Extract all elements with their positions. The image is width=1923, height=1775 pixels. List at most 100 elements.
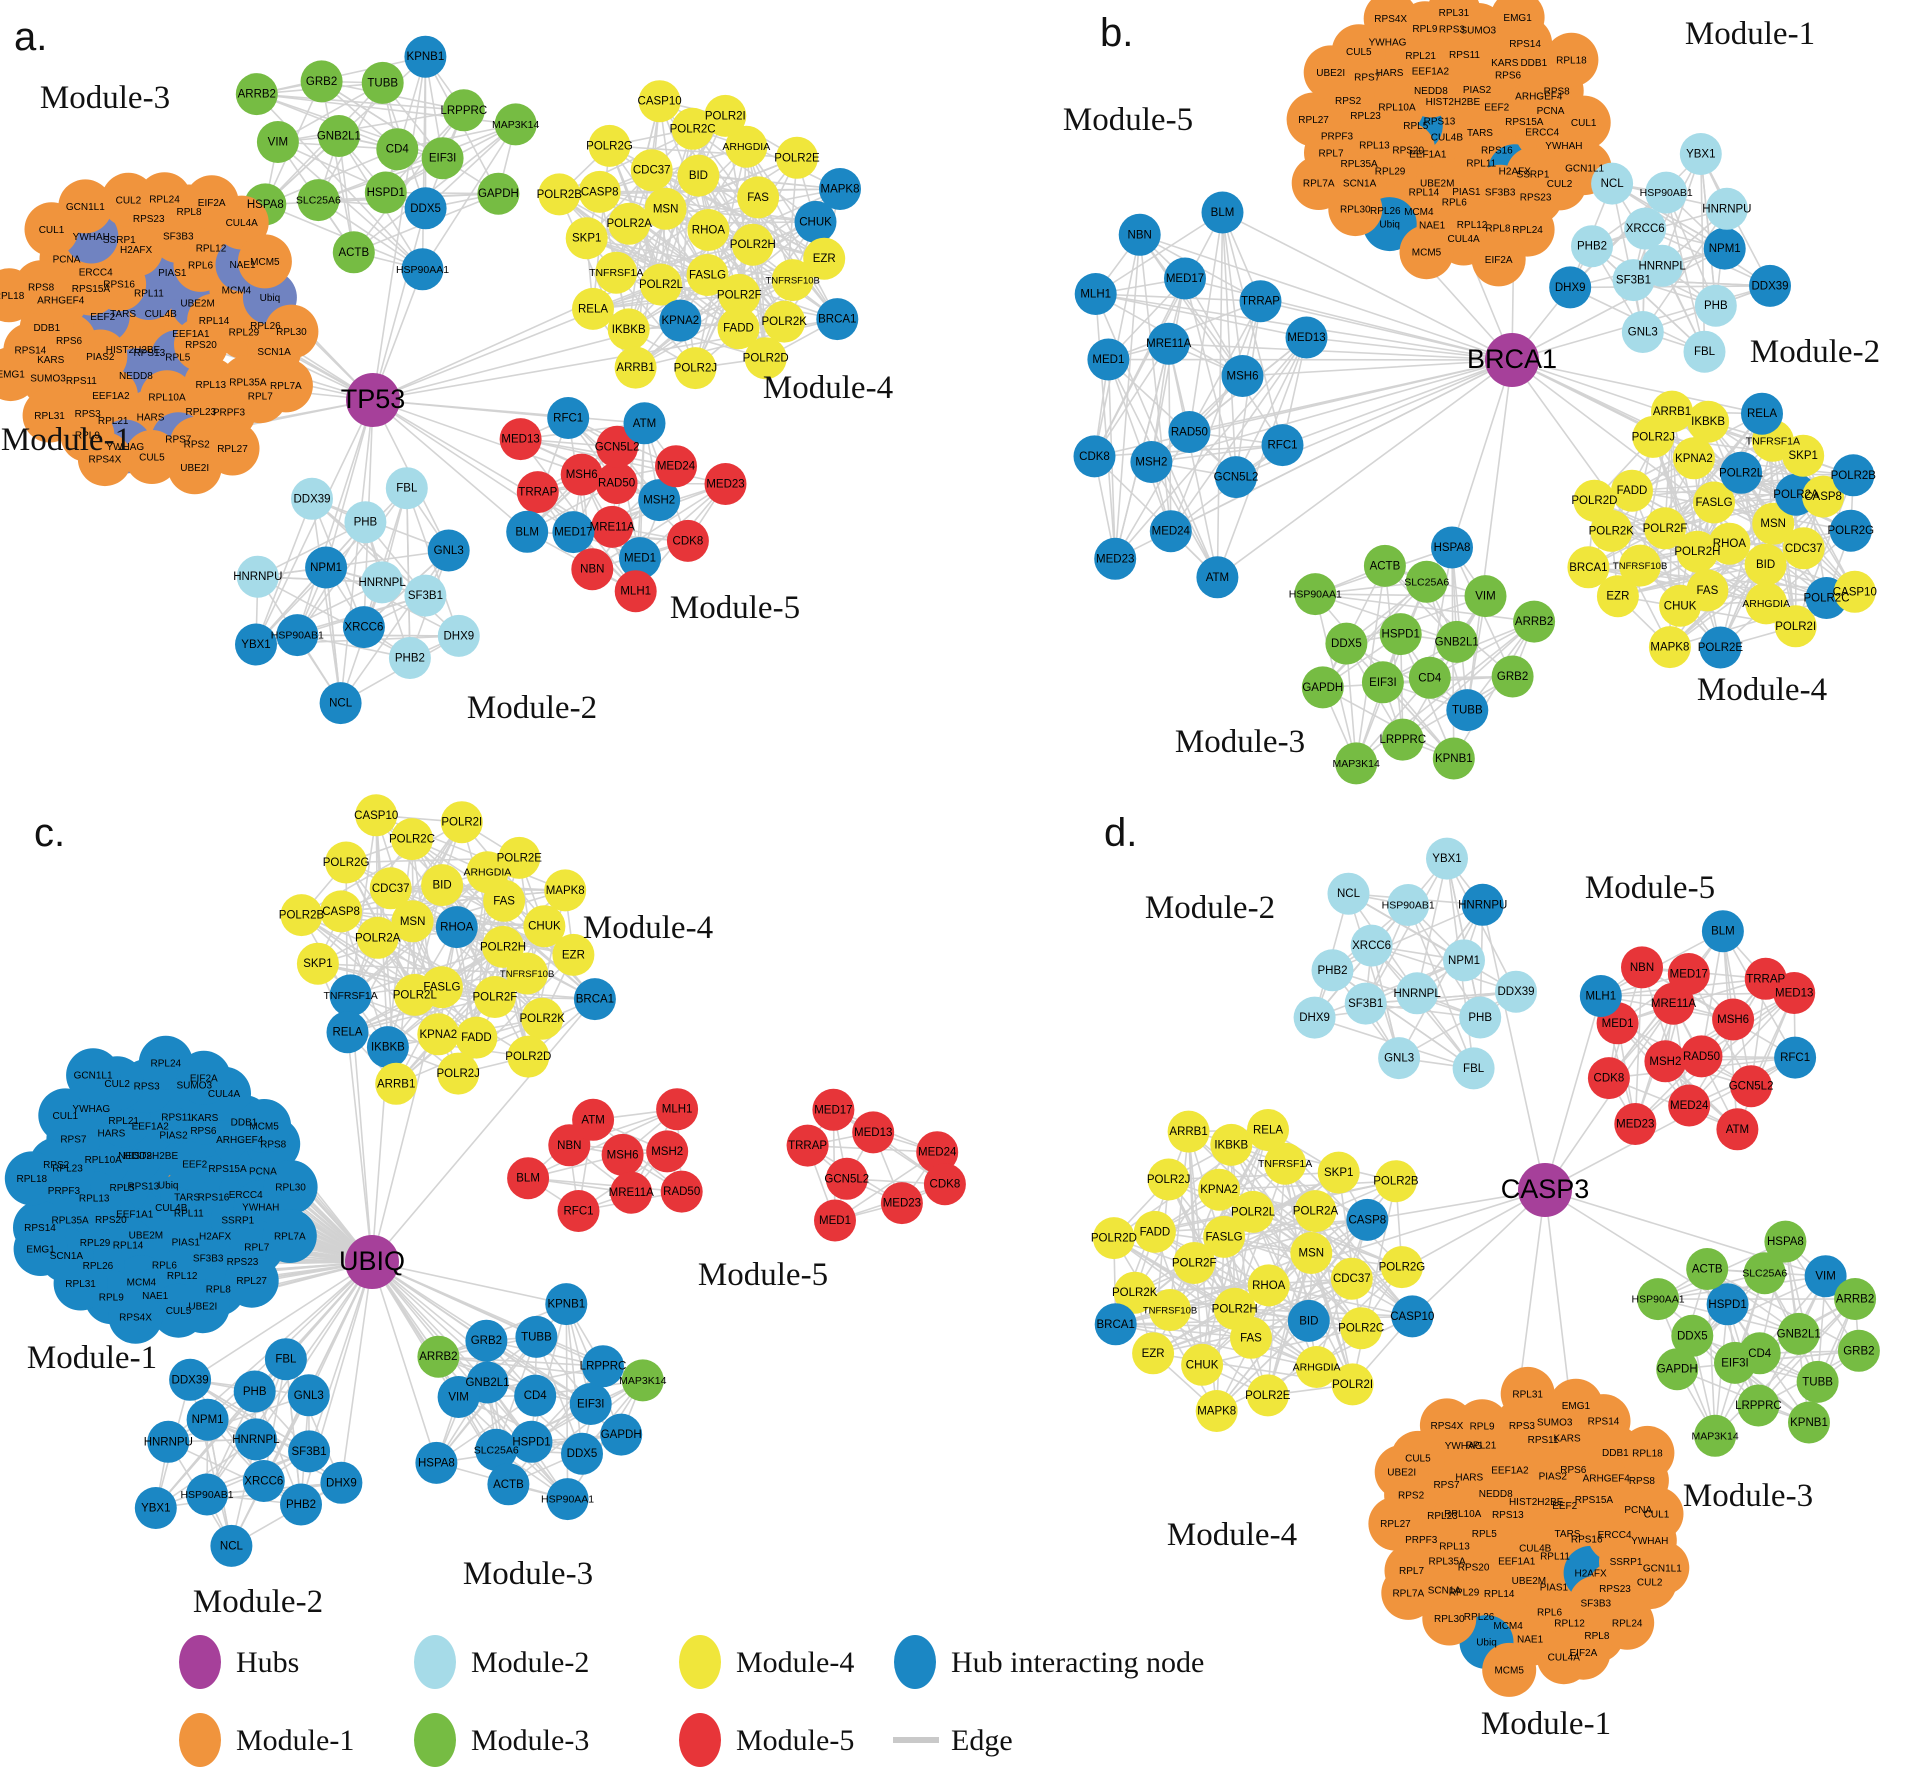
node-EIF3I[interactable]: [569, 1383, 612, 1425]
node-MCM5[interactable]: [1482, 1642, 1537, 1697]
node-POLR2E[interactable]: [1246, 1374, 1289, 1417]
node-YBX1[interactable]: [1679, 133, 1722, 175]
node-FADD[interactable]: [455, 1016, 498, 1059]
node-CUL1[interactable]: [1629, 1486, 1684, 1541]
node-CASP10[interactable]: [355, 794, 398, 837]
node-POLR2G[interactable]: [1829, 509, 1872, 552]
node-RHOA[interactable]: [1247, 1264, 1290, 1307]
node-ARHGDIA[interactable]: [1745, 582, 1788, 625]
node-CDK8[interactable]: [1587, 1057, 1630, 1100]
node-RPL30[interactable]: [264, 304, 319, 359]
node-RPL7A[interactable]: [1381, 1565, 1436, 1620]
node-CASP8[interactable]: [578, 170, 621, 213]
node-FBL[interactable]: [385, 467, 428, 510]
node-NPM1[interactable]: [305, 546, 348, 589]
node-NBN[interactable]: [571, 548, 614, 591]
node-XRCC6[interactable]: [1350, 924, 1393, 967]
node-EZR[interactable]: [552, 933, 595, 976]
node-MSH6[interactable]: [1712, 998, 1755, 1041]
node-NPM1[interactable]: [1443, 939, 1485, 982]
node-CASP10[interactable]: [1833, 570, 1876, 613]
node-CD4[interactable]: [514, 1374, 557, 1417]
node-PHB[interactable]: [1694, 284, 1737, 327]
node-ARRB2[interactable]: [417, 1335, 460, 1378]
node-POLR2I[interactable]: [1331, 1363, 1374, 1406]
node-ARRB1[interactable]: [375, 1062, 418, 1105]
node-HSP90AA1[interactable]: [1637, 1278, 1680, 1321]
node-POLR2C[interactable]: [1340, 1307, 1383, 1350]
node-POLR2B[interactable]: [1374, 1160, 1417, 1203]
node-PHB2[interactable]: [1311, 949, 1354, 992]
node-MED23[interactable]: [880, 1182, 923, 1225]
node-PHB2[interactable]: [280, 1483, 322, 1526]
node-RFC1[interactable]: [557, 1190, 600, 1232]
node-KPNA2[interactable]: [417, 1013, 460, 1056]
node-EMG1[interactable]: [0, 347, 38, 402]
node-TNFRSF10B[interactable]: [1619, 544, 1662, 587]
node-BLM[interactable]: [507, 1157, 550, 1200]
node-EIF2A[interactable]: [184, 175, 239, 230]
node-RFC1[interactable]: [547, 397, 590, 439]
node-MED13[interactable]: [1773, 972, 1816, 1014]
node-HSP90AA1[interactable]: [546, 1478, 589, 1521]
node-VIM[interactable]: [1464, 575, 1507, 618]
node-RPL7A[interactable]: [258, 358, 313, 413]
node-POLR2A[interactable]: [356, 916, 399, 959]
node-GCN1L1[interactable]: [1635, 1540, 1690, 1595]
node-POLR2H[interactable]: [731, 223, 774, 266]
node-RPL27[interactable]: [224, 1253, 279, 1308]
node-MED24[interactable]: [655, 445, 697, 488]
node-EIF3I[interactable]: [1714, 1341, 1756, 1384]
node-ACTB[interactable]: [1686, 1248, 1729, 1290]
node-TNFRSF10B[interactable]: [1149, 1289, 1191, 1331]
node-POLR2E[interactable]: [498, 836, 541, 879]
node-RAD50[interactable]: [1680, 1035, 1723, 1078]
node-CDK8[interactable]: [666, 519, 709, 562]
node-RAD50[interactable]: [595, 462, 638, 505]
node-FBL[interactable]: [264, 1338, 307, 1381]
node-RFC1[interactable]: [1261, 424, 1304, 467]
node-IKBKB[interactable]: [1687, 400, 1730, 443]
node-POLR2E[interactable]: [1699, 626, 1742, 669]
node-EMG1[interactable]: [1548, 1378, 1603, 1433]
node-VIM[interactable]: [256, 121, 299, 163]
node-CDC37[interactable]: [1782, 527, 1825, 570]
node-UBE2I[interactable]: [1303, 45, 1358, 100]
node-LRPPRC[interactable]: [442, 89, 485, 132]
node-EMG1[interactable]: [1490, 0, 1545, 45]
node-HSPD1[interactable]: [364, 171, 407, 214]
node-MAP3K14[interactable]: [494, 103, 537, 146]
node-POLR2F[interactable]: [718, 273, 761, 316]
node-EMG1[interactable]: [13, 1222, 68, 1276]
node-NBN[interactable]: [1621, 946, 1663, 989]
node-POLR2J[interactable]: [1147, 1158, 1190, 1201]
node-TNFRSF1A[interactable]: [329, 974, 372, 1017]
node-SLC25A6[interactable]: [1405, 560, 1448, 603]
node-RPL31[interactable]: [1500, 1366, 1555, 1421]
node-MED23[interactable]: [1614, 1103, 1657, 1145]
node-TRRAP[interactable]: [786, 1124, 829, 1167]
node-MED1[interactable]: [1087, 338, 1130, 381]
node-PHB[interactable]: [344, 501, 387, 544]
node-MED24[interactable]: [916, 1131, 959, 1174]
node-LRPPRC[interactable]: [1381, 718, 1424, 761]
node-POLR2I[interactable]: [1774, 605, 1817, 648]
node-EIF2A[interactable]: [1471, 232, 1526, 287]
node-SF3B1[interactable]: [404, 574, 447, 617]
node-DDX5[interactable]: [1671, 1314, 1714, 1357]
node-ARRB2[interactable]: [1513, 600, 1556, 643]
node-FASLG[interactable]: [1693, 481, 1735, 524]
node-IKBKB[interactable]: [607, 308, 650, 351]
node-SF3B1[interactable]: [1612, 259, 1655, 302]
node-XRCC6[interactable]: [242, 1460, 285, 1502]
node-GCN5L2[interactable]: [1215, 456, 1257, 499]
node-SF3B1[interactable]: [288, 1430, 331, 1473]
node-HSP90AB1[interactable]: [1645, 171, 1688, 214]
node-RAD50[interactable]: [1168, 411, 1211, 453]
node-RPL7A[interactable]: [1291, 156, 1346, 210]
node-FBL[interactable]: [1683, 330, 1726, 373]
node-BRCA1[interactable]: [816, 298, 859, 341]
node-POLR2I[interactable]: [704, 94, 747, 137]
node-DDX5[interactable]: [1325, 622, 1368, 665]
node-MAPK8[interactable]: [1648, 626, 1691, 669]
